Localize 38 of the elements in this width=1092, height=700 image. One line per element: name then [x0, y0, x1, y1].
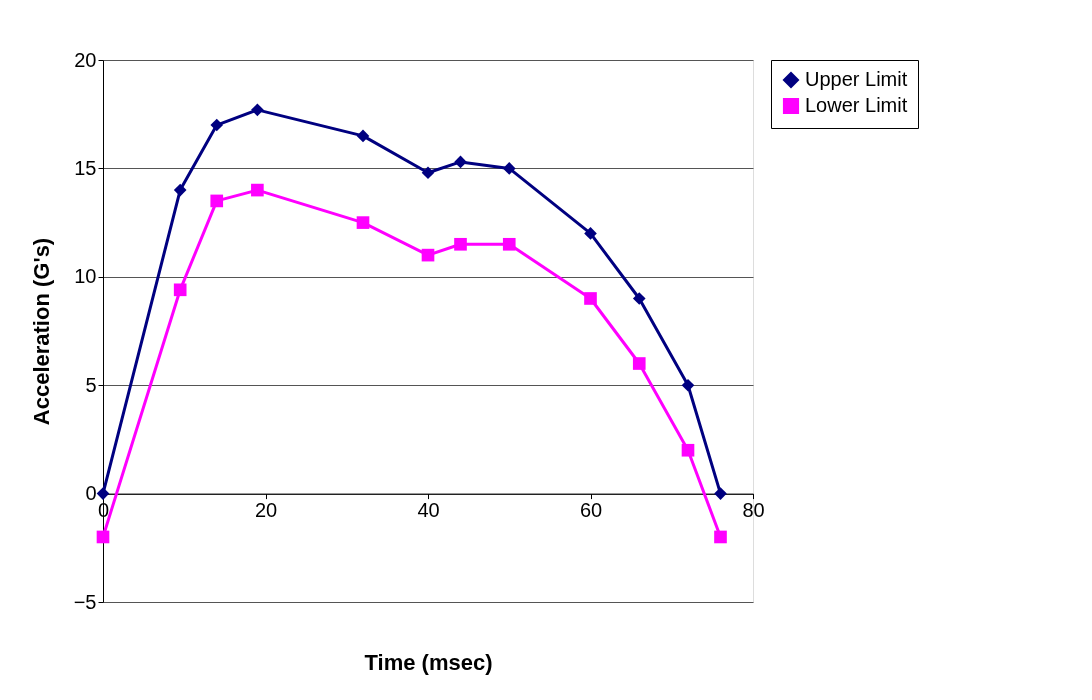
point	[714, 530, 727, 544]
point	[584, 227, 597, 240]
point	[421, 248, 435, 262]
point	[454, 155, 467, 169]
point	[173, 283, 187, 297]
x-tick-label: 20	[254, 499, 278, 522]
x-tick-label: 80	[742, 499, 765, 522]
point	[632, 357, 646, 370]
legend-label: Lower Limit	[805, 94, 908, 116]
point	[251, 103, 264, 117]
point	[502, 162, 516, 175]
point	[454, 237, 467, 251]
point	[96, 487, 110, 500]
point	[251, 183, 264, 197]
y-tick-label: 5	[85, 373, 97, 396]
point	[584, 292, 597, 305]
point	[681, 443, 695, 457]
point	[714, 487, 727, 500]
x-axis-title: Time (msec)	[364, 649, 493, 675]
y-tick-label: 0	[85, 482, 97, 505]
y-tick-label: 10	[74, 265, 97, 288]
point	[681, 378, 695, 392]
point	[173, 183, 187, 197]
x-tick-label: 40	[417, 499, 440, 522]
y-tick-label: 15	[74, 156, 97, 179]
point	[502, 237, 516, 251]
y-tick-label: −5	[73, 590, 97, 613]
point	[356, 216, 370, 229]
point	[356, 129, 370, 143]
legend-label: Upper Limit	[805, 68, 908, 90]
point	[210, 194, 224, 208]
point	[421, 166, 435, 180]
y-tick-label: 20	[74, 48, 97, 71]
y-axis-title: Acceleration (G's)	[28, 237, 54, 426]
point	[632, 292, 646, 305]
point	[96, 530, 110, 544]
x-tick-label: 60	[579, 499, 603, 522]
point	[210, 118, 224, 132]
